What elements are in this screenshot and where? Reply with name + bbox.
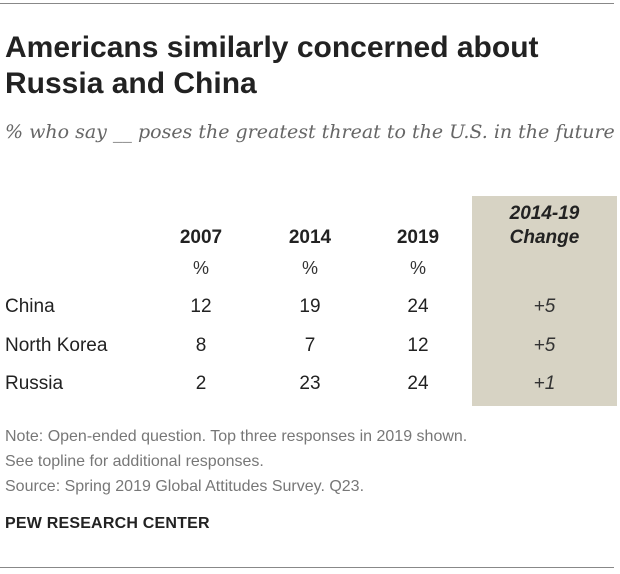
unit-label-2014: % xyxy=(301,258,318,278)
cell-russia-2014: 23 xyxy=(299,373,321,394)
change-header-label: Change xyxy=(509,227,580,248)
cell-russia-2019: 24 xyxy=(407,373,429,394)
note-line-2: See topline for additional responses. xyxy=(5,453,264,470)
change-column-header: 2014-19 Change xyxy=(472,202,617,250)
row-label-russia: Russia xyxy=(5,373,64,394)
cell-china-2019: 24 xyxy=(407,296,429,317)
cell-russia-2007: 2 xyxy=(195,373,207,394)
cell-china-2014: 19 xyxy=(299,296,321,317)
chart-subtitle: % who say __ poses the greatest threat t… xyxy=(5,121,615,143)
top-divider xyxy=(0,3,614,4)
cell-north-korea-2019: 12 xyxy=(407,335,429,356)
column-header-2014: 2014 xyxy=(288,227,332,248)
cell-north-korea-2014: 7 xyxy=(304,335,316,356)
column-header-2007: 2007 xyxy=(179,227,223,248)
chart-title: Americans similarly concerned about Russ… xyxy=(5,31,539,100)
note-line-1: Note: Open-ended question. Top three res… xyxy=(5,428,468,445)
unit-label-2019: % xyxy=(409,258,426,278)
cell-north-korea-change: +5 xyxy=(533,335,556,356)
bottom-divider xyxy=(0,567,614,568)
cell-china-change: +5 xyxy=(533,296,556,317)
source-note: Source: Spring 2019 Global Attitudes Sur… xyxy=(5,478,365,495)
cell-russia-change: +1 xyxy=(533,373,556,394)
cell-china-2007: 12 xyxy=(190,296,212,317)
change-header-years: 2014-19 xyxy=(509,203,580,224)
column-header-2019: 2019 xyxy=(396,227,440,248)
row-label-china: China xyxy=(5,296,55,317)
cell-north-korea-2007: 8 xyxy=(195,335,207,356)
unit-label-2007: % xyxy=(192,258,209,278)
row-label-north-korea: North Korea xyxy=(5,335,108,356)
change-column-highlight xyxy=(472,196,617,406)
brand-logo-text: PEW RESEARCH CENTER xyxy=(5,515,210,532)
